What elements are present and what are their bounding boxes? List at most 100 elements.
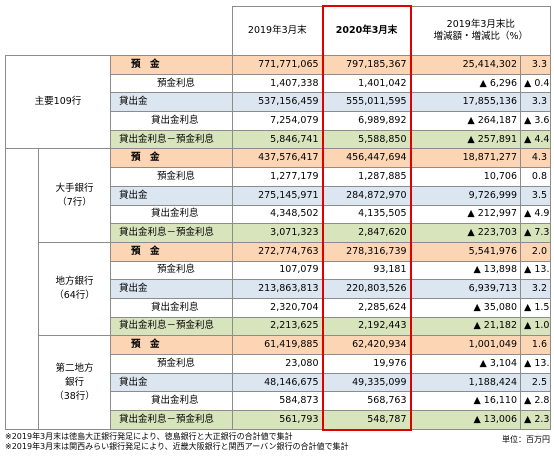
value-2019: 48,146,675 xyxy=(232,372,324,393)
value-2020: 2,192,443 xyxy=(321,316,412,337)
ratio: ▲ 1.0 xyxy=(520,316,552,337)
header-cell: 2020年3月末 xyxy=(321,5,412,56)
item-label: 貸出金利息 xyxy=(109,204,234,225)
value-2019: 2,213,625 xyxy=(232,316,324,337)
row: 貸出金利息－預金利息 5,846,741 5,588,850 ▲ 257,891 ▲ 4… xyxy=(6,129,552,150)
value-2019: 7,254,079 xyxy=(232,111,324,131)
item-label: 預 金 xyxy=(109,55,234,75)
value-2019: 437,576,417 xyxy=(232,148,324,169)
value-2020: 49,335,099 xyxy=(321,372,412,393)
diff: ▲ 223,703 xyxy=(410,223,522,243)
value-2020: 555,011,595 xyxy=(321,92,412,113)
value-2019: 107,079 xyxy=(232,260,324,281)
ratio: 3.3 xyxy=(520,55,552,75)
value-2020: 797,185,367 xyxy=(321,55,412,75)
ratio: ▲ 13.4 xyxy=(520,354,552,374)
value-2019: 213,863,813 xyxy=(232,279,324,299)
item-label: 貸出金利息 xyxy=(109,391,234,412)
header-text: 2019年3月末比 xyxy=(446,18,515,30)
item-label: 預金利息 xyxy=(109,260,234,281)
value-2020: 456,447,694 xyxy=(321,148,412,169)
item-label: 預 金 xyxy=(109,148,234,169)
group-label: 主要109行 xyxy=(5,54,111,150)
ratio: ▲ 1.5 xyxy=(520,297,552,318)
diff: 25,414,302 xyxy=(410,55,522,75)
row: 貸出金利息－預金利息 3,071,323 2,847,620 ▲ 223,703 ▲ 7… xyxy=(6,223,552,243)
value-2019: 3,071,323 xyxy=(232,223,324,243)
value-2020: 548,787 xyxy=(321,410,412,431)
value-2020: 19,976 xyxy=(321,354,412,374)
value-2020: 1,287,885 xyxy=(321,167,412,187)
row: 第二地方 銀行 （38行） 預 金 61,419,885 62,420,934 1,001,… xyxy=(6,335,552,431)
row: 貸出金 48,146,675 49,335,099 1,188,424 2.5 xyxy=(6,372,552,393)
unit: 単位：百万円 xyxy=(502,435,550,444)
ratio: 1.6 xyxy=(520,335,552,355)
item-label: 預金利息 xyxy=(109,354,234,374)
note: ※2019年3月末は関西みらい銀行発足により、近畿大阪銀行と関西アーバン銀行の合… xyxy=(5,442,349,451)
header-row: 2019年3月末 2020年3月末 2019年3月末比 増減額・増減比（%） xyxy=(5,5,552,56)
row: 地方銀行 （64行） 預 金 272,774,763 278,316,739 5,541,… xyxy=(6,241,552,337)
item-label: 預 金 xyxy=(109,335,234,355)
row: 貸出金利息 7,254,079 6,989,892 ▲ 264,187 ▲ 3.6 xyxy=(6,111,552,131)
ratio: 0.8 xyxy=(520,167,552,187)
item-label: 貸出金利息 xyxy=(109,111,234,131)
diff: ▲ 3,104 xyxy=(410,354,522,374)
diff: 9,726,999 xyxy=(410,185,522,206)
item-label: 預金利息 xyxy=(109,167,234,187)
value-2019: 771,771,065 xyxy=(232,55,324,75)
diff: 5,541,976 xyxy=(410,241,522,262)
value-2019: 61,419,885 xyxy=(232,335,324,355)
diff: 10,706 xyxy=(410,167,522,187)
group-label: 第二地方 銀行 （38行） xyxy=(38,335,111,431)
diff: ▲ 13,006 xyxy=(410,410,522,431)
value-2019: 275,145,971 xyxy=(232,185,324,206)
ratio: 3.2 xyxy=(520,279,552,299)
ratio: ▲ 4.4 xyxy=(520,129,552,150)
row: 大手銀行 （7行）預 金 437,576,417 456,447,694 18,871,… xyxy=(5,148,552,431)
diff: ▲ 257,891 xyxy=(410,129,522,150)
header-cell: 2019年3月末 xyxy=(232,5,324,56)
value-2019: 272,774,763 xyxy=(232,241,324,262)
value-2019: 537,156,459 xyxy=(232,92,324,113)
diff: 6,939,713 xyxy=(410,279,522,299)
ratio: 2.0 xyxy=(520,241,552,262)
item-label: 貸出金利息－預金利息 xyxy=(109,316,234,337)
item-label: 貸出金 xyxy=(109,279,234,299)
item-label: 貸出金 xyxy=(109,185,234,206)
row: 貸出金 213,863,813 220,803,526 6,939,713 3.2 xyxy=(6,279,552,299)
value-2020: 6,989,892 xyxy=(321,111,412,131)
group-label-line: 大手銀行 xyxy=(55,182,94,194)
value-2020: 2,847,620 xyxy=(321,223,412,243)
item-label: 貸出金利息－預金利息 xyxy=(109,410,234,431)
value-2019: 1,407,338 xyxy=(232,73,324,94)
diff: 18,871,277 xyxy=(410,148,522,169)
ratio: ▲ 7.3 xyxy=(520,223,552,243)
item-label: 貸出金 xyxy=(109,92,234,113)
value-2019: 4,348,502 xyxy=(232,204,324,225)
group-label-line: 第二地方 xyxy=(55,362,94,374)
ratio: 3.5 xyxy=(520,185,552,206)
ratio: ▲ 2.3 xyxy=(520,410,552,431)
ratio: ▲ 13.0 xyxy=(520,260,552,281)
table-wrap: 2019年3月末 2020年3月末 2019年3月末比 増減額・増減比（%） 主要… xyxy=(5,5,552,431)
group-label-line: （7行） xyxy=(57,196,92,208)
header-text: 増減額・増減比（%） xyxy=(433,30,529,42)
ratio: 2.5 xyxy=(520,372,552,393)
item-label: 貸出金利息－預金利息 xyxy=(109,129,234,150)
group-label-line: （38行） xyxy=(54,390,95,402)
value-2019: 23,080 xyxy=(232,354,324,374)
note: ※2019年3月末は徳島大正銀行発足により、徳島銀行と大正銀行の合計値で集計 xyxy=(5,432,293,441)
group-label-line: 主要109行 xyxy=(34,96,82,108)
row: 貸出金 275,145,971 284,872,970 9,726,999 3.5 xyxy=(6,185,552,206)
value-2020: 284,872,970 xyxy=(321,185,412,206)
value-2020: 1,401,042 xyxy=(321,73,412,94)
diff: ▲ 13,898 xyxy=(410,260,522,281)
ratio: 4.3 xyxy=(520,148,552,169)
group-label: 大手銀行 （7行） xyxy=(38,148,111,243)
diff: 1,188,424 xyxy=(410,372,522,393)
value-2019: 1,277,179 xyxy=(232,167,324,187)
group-label-line: 地方銀行 xyxy=(55,276,94,288)
notes: ※2019年3月末は徳島大正銀行発足により、徳島銀行と大正銀行の合計値で集計 ※… xyxy=(5,432,550,452)
corner xyxy=(5,6,234,56)
